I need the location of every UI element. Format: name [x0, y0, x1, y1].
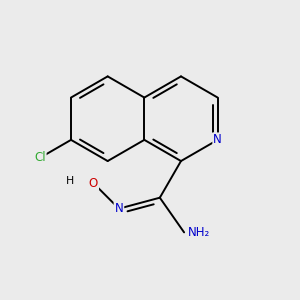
Text: O: O	[89, 177, 98, 190]
Text: N: N	[213, 134, 222, 146]
Text: H: H	[66, 176, 75, 186]
Text: NH₂: NH₂	[188, 226, 210, 239]
Text: Cl: Cl	[34, 152, 46, 164]
Text: N: N	[115, 202, 123, 215]
